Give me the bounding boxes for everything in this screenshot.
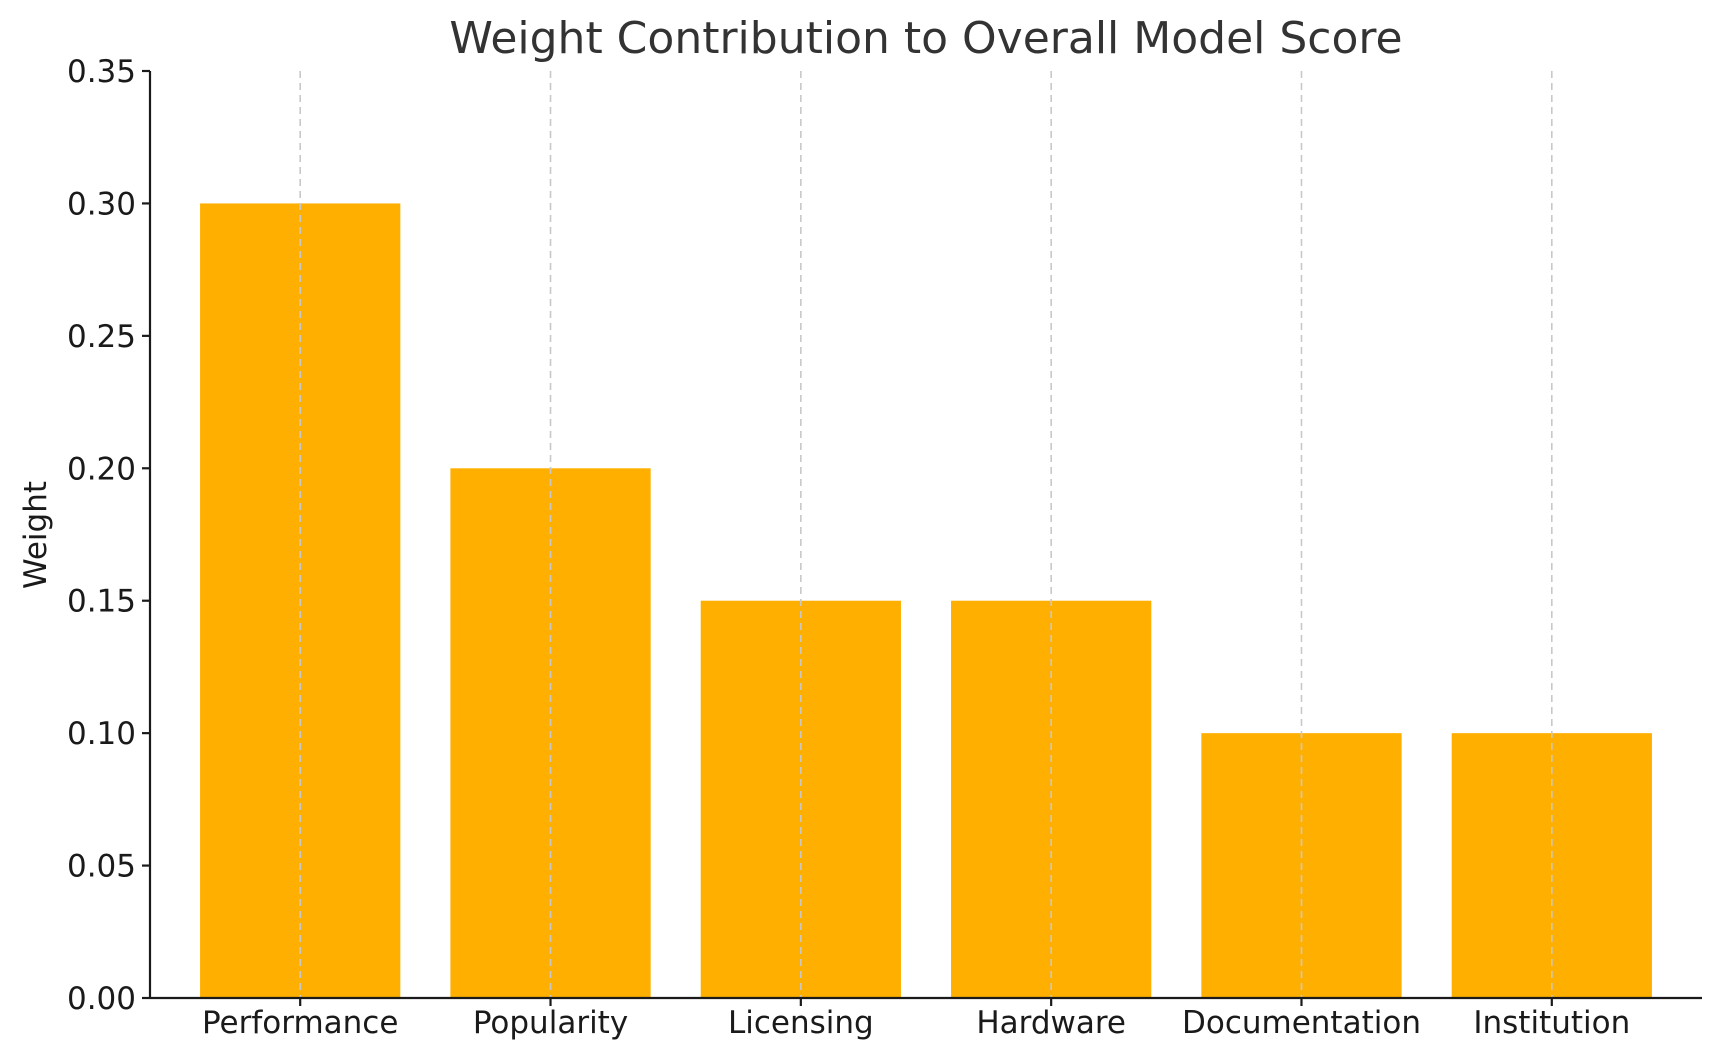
bars — [200, 203, 1652, 998]
y-axis-ticks: 0.00 0.05 0.10 0.15 0.20 0.25 0.30 0.35 — [67, 54, 150, 1017]
x-tick-label: Performance — [202, 1005, 398, 1041]
gridlines — [299, 71, 1553, 998]
x-tick-label: Popularity — [473, 1005, 628, 1041]
chart-title: Weight Contribution to Overall Model Sco… — [449, 13, 1402, 64]
x-axis-ticks: Performance Popularity Licensing Hardware Do… — [202, 998, 1630, 1041]
x-tick-label: Hardware — [976, 1005, 1126, 1041]
bar-hardware — [951, 600, 1152, 998]
x-tick-label: Licensing — [728, 1005, 874, 1041]
y-tick-label: 0.15 — [67, 584, 136, 620]
y-tick-label: 0.25 — [67, 319, 136, 355]
y-tick-label: 0.05 — [67, 849, 136, 885]
x-tick-label: Institution — [1473, 1005, 1630, 1041]
bar-licensing — [700, 600, 901, 998]
y-tick-label: 0.30 — [67, 186, 136, 222]
y-tick-label: 0.20 — [67, 451, 136, 487]
y-tick-label: 0.10 — [67, 716, 136, 752]
y-axis-label: Weight — [18, 481, 54, 589]
y-tick-label: 0.00 — [67, 981, 136, 1017]
y-tick-label: 0.35 — [67, 54, 136, 90]
x-tick-label: Documentation — [1182, 1005, 1421, 1041]
